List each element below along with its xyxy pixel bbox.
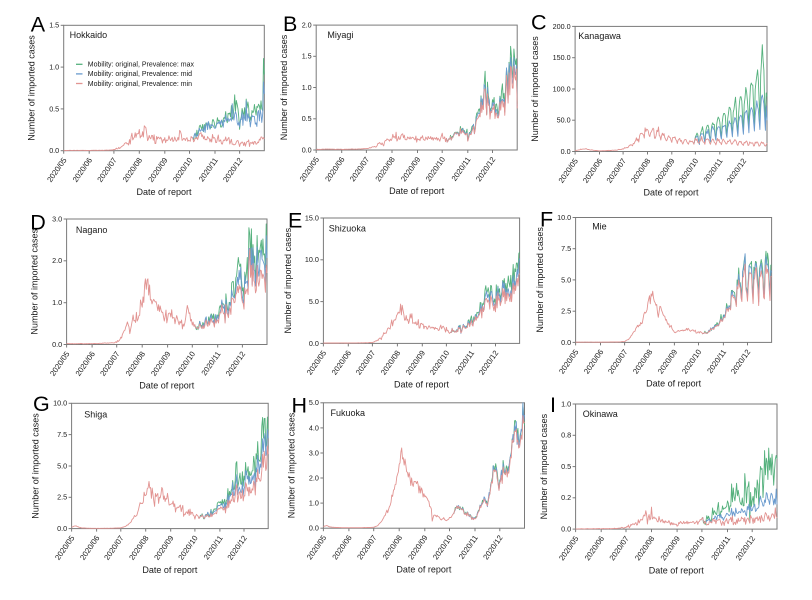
svg-text:5.0: 5.0 [309,297,319,306]
svg-text:Date of report: Date of report [643,188,699,198]
svg-text:Okinawa: Okinawa [583,409,618,419]
svg-text:7.5: 7.5 [57,430,67,439]
svg-text:10.0: 10.0 [557,213,571,222]
svg-text:0.5: 0.5 [302,114,312,123]
svg-text:4.0: 4.0 [309,423,319,432]
svg-text:1.0: 1.0 [52,298,62,307]
svg-text:0.0: 0.0 [57,524,67,533]
svg-text:15.0: 15.0 [305,213,319,222]
svg-text:1.5: 1.5 [302,52,312,61]
svg-text:F: F [540,208,553,232]
svg-text:0.5: 0.5 [561,462,571,471]
svg-text:1.0: 1.0 [309,499,319,508]
svg-text:7.5: 7.5 [561,244,571,253]
svg-text:0.0: 0.0 [309,524,319,533]
svg-text:Date of report: Date of report [136,187,192,197]
svg-text:1.0: 1.0 [49,63,59,72]
svg-text:Number of imported cases: Number of imported cases [279,34,289,140]
svg-text:Fukuoka: Fukuoka [331,408,366,418]
svg-text:1.0: 1.0 [302,83,312,92]
svg-text:5.0: 5.0 [309,398,319,407]
svg-text:1.5: 1.5 [49,21,59,30]
svg-text:E: E [288,209,302,233]
svg-text:Number of imported cases: Number of imported cases [31,413,41,519]
svg-text:200.0: 200.0 [553,22,571,31]
svg-text:Date of report: Date of report [389,186,445,196]
svg-text:Date of report: Date of report [142,565,198,575]
svg-text:0.0: 0.0 [561,338,571,347]
svg-text:50.0: 50.0 [557,116,571,125]
svg-text:Nagano: Nagano [76,225,108,235]
svg-text:A: A [31,13,46,37]
svg-text:Date of report: Date of report [649,565,705,575]
svg-text:Number of imported cases: Number of imported cases [30,229,40,335]
svg-text:Date of report: Date of report [394,380,450,390]
svg-text:Date of report: Date of report [396,564,452,574]
svg-text:150.0: 150.0 [553,53,571,62]
svg-text:0.0: 0.0 [561,147,571,156]
svg-text:0.0: 0.0 [309,339,319,348]
svg-text:Shizuoka: Shizuoka [329,223,366,233]
svg-text:Date of report: Date of report [646,379,702,389]
svg-text:0.0: 0.0 [561,525,571,534]
svg-text:Mobility: original, Prevalence: Mobility: original, Prevalence: min [88,81,192,88]
svg-text:5.0: 5.0 [561,275,571,284]
svg-text:10.0: 10.0 [53,399,67,408]
svg-text:Date of report: Date of report [139,381,195,391]
svg-text:Miyagi: Miyagi [327,30,353,40]
svg-text:0.0: 0.0 [302,145,312,154]
svg-text:0.8: 0.8 [561,431,571,440]
svg-text:I: I [550,393,556,417]
svg-text:2.0: 2.0 [309,473,319,482]
svg-text:10.0: 10.0 [305,255,319,264]
svg-text:3.0: 3.0 [309,448,319,457]
svg-text:Number of imported cases: Number of imported cases [283,227,293,333]
svg-text:1.0: 1.0 [561,399,571,408]
svg-text:Hokkaido: Hokkaido [70,30,108,40]
svg-text:B: B [283,12,297,36]
svg-text:Number of imported cases: Number of imported cases [26,35,36,141]
svg-text:Kanagawa: Kanagawa [578,31,621,41]
svg-text:Number of imported cases: Number of imported cases [287,412,297,518]
svg-text:3.0: 3.0 [52,214,62,223]
svg-text:Number of imported cases: Number of imported cases [539,413,549,519]
svg-text:2.5: 2.5 [57,493,67,502]
svg-text:5.0: 5.0 [57,461,67,470]
svg-text:G: G [33,392,50,416]
svg-text:Number of imported cases: Number of imported cases [530,36,540,142]
svg-text:2.5: 2.5 [561,307,571,316]
svg-text:Mie: Mie [592,221,607,231]
svg-text:0.0: 0.0 [52,340,62,349]
svg-text:Mobility: original, Prevalence: Mobility: original, Prevalence: mid [88,71,192,78]
svg-text:C: C [531,11,547,35]
svg-text:Mobility: original, Prevalence: Mobility: original, Prevalence: max [88,62,195,69]
svg-text:Number of imported cases: Number of imported cases [535,227,545,333]
svg-text:2.0: 2.0 [302,21,312,30]
svg-text:2.0: 2.0 [52,256,62,265]
svg-text:0.2: 0.2 [561,493,571,502]
svg-text:100.0: 100.0 [553,84,571,93]
svg-text:0.0: 0.0 [49,146,59,155]
svg-text:Shiga: Shiga [84,410,107,420]
svg-text:0.5: 0.5 [49,104,59,113]
svg-text:D: D [30,211,46,235]
svg-text:H: H [292,394,308,418]
